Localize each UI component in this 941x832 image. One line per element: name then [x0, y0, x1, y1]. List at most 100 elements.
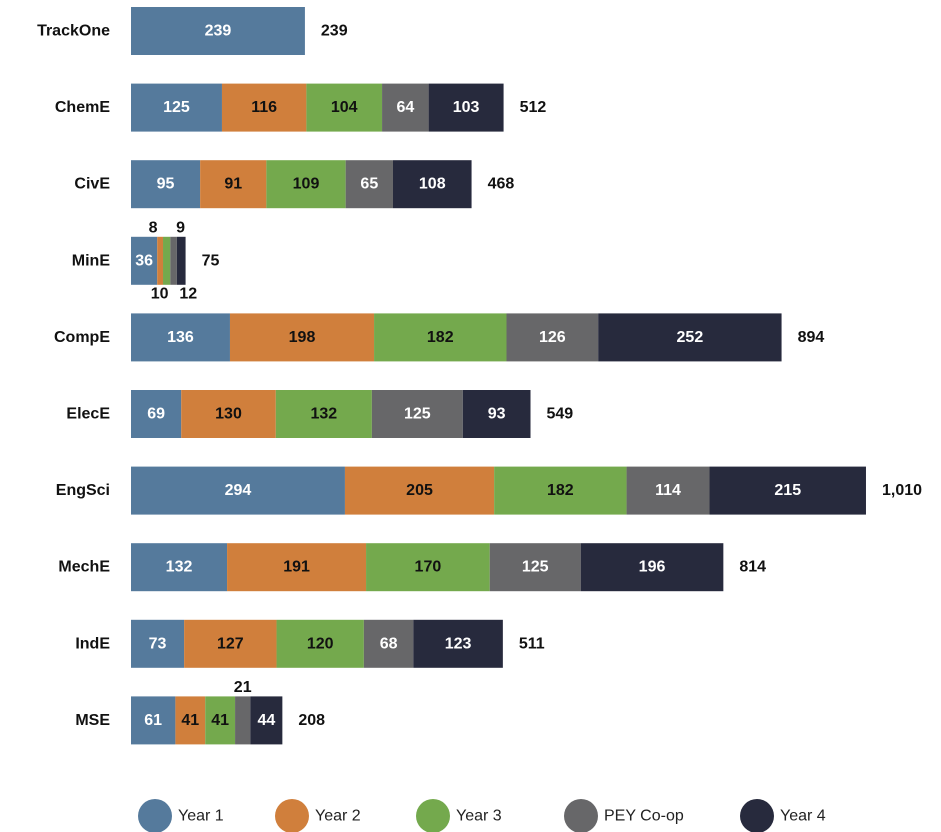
segment-value-label: 191 — [283, 559, 310, 576]
segment-value-label: 12 — [179, 285, 197, 302]
bar-segment — [392, 160, 472, 209]
segment-value-label: 95 — [157, 176, 175, 193]
segment-value-label: 41 — [211, 712, 229, 729]
segment-value-label: 125 — [404, 406, 431, 423]
category-label: CivE — [74, 176, 110, 193]
category-label: ElecE — [66, 406, 110, 423]
bar-segment — [176, 236, 186, 285]
segment-value-label: 196 — [639, 559, 666, 576]
segment-value-label: 125 — [163, 99, 190, 116]
total-value-label: 208 — [298, 712, 325, 729]
legend-swatch — [740, 799, 774, 832]
category-label: EngSci — [56, 482, 110, 499]
legend-item: Year 4 — [740, 799, 826, 832]
bar-segment — [709, 466, 866, 515]
bar-segment — [275, 390, 372, 438]
segment-value-label: 239 — [205, 23, 232, 40]
bar-segment — [181, 390, 276, 438]
bar-segment — [580, 543, 724, 592]
legend-label: Year 1 — [178, 808, 224, 825]
segment-value-label: 126 — [539, 329, 566, 346]
bar-segment — [345, 160, 393, 209]
segment-value-label: 132 — [310, 406, 337, 423]
bar-segment — [131, 466, 345, 515]
total-value-label: 468 — [488, 176, 515, 193]
bar-segment — [462, 390, 531, 438]
bar-segment — [184, 619, 277, 668]
segment-value-label: 44 — [257, 712, 275, 729]
bar-segment — [175, 696, 206, 745]
segment-value-label: 69 — [147, 406, 165, 423]
bar-segment — [344, 466, 495, 515]
bar-segment — [250, 696, 283, 745]
bar-segment — [413, 619, 503, 668]
bar-segment — [131, 390, 182, 438]
bar-segment — [489, 543, 581, 592]
segment-value-label: 182 — [547, 482, 574, 499]
legend-swatch — [564, 799, 598, 832]
segment-value-label: 132 — [166, 559, 193, 576]
bar-segment — [235, 696, 251, 745]
bar-segment — [229, 313, 375, 362]
segment-value-label: 170 — [415, 559, 442, 576]
segment-value-label: 104 — [331, 99, 358, 116]
bar-segment — [131, 313, 230, 362]
bar-segment — [131, 160, 201, 209]
segment-value-label: 21 — [234, 679, 252, 696]
labels-layer: TrackOne 239 239 ChemE 125 116 104 64 103 512 CivE… — [37, 23, 922, 729]
category-label: MSE — [75, 712, 110, 729]
legend-label: Year 4 — [780, 808, 826, 825]
bar-segment — [131, 236, 158, 285]
bar-segment — [506, 313, 599, 362]
bar-segment — [374, 313, 507, 362]
bar-segment — [131, 83, 222, 132]
segment-value-label: 41 — [181, 712, 199, 729]
legend-swatch — [275, 799, 309, 832]
bar-segment — [266, 160, 346, 209]
legend-item: Year 3 — [416, 799, 502, 832]
segment-value-label: 198 — [289, 329, 316, 346]
bar-segment — [363, 619, 414, 668]
total-value-label: 549 — [547, 406, 574, 423]
bar-segment — [598, 313, 782, 362]
bar-segment — [494, 466, 627, 515]
legend-swatch — [416, 799, 450, 832]
segment-value-label: 9 — [176, 219, 185, 236]
segment-value-label: 36 — [135, 252, 153, 269]
bar-segment — [157, 236, 164, 285]
bar-segment — [131, 543, 228, 592]
segment-value-label: 294 — [225, 482, 252, 499]
legend-item: Year 2 — [275, 799, 361, 832]
segment-value-label: 61 — [144, 712, 162, 729]
segment-value-label: 109 — [293, 176, 320, 193]
bar-segment — [163, 236, 171, 285]
category-label: IndE — [75, 635, 110, 652]
category-label: MinE — [72, 252, 111, 269]
total-value-label: 814 — [739, 559, 766, 576]
total-value-label: 512 — [520, 99, 547, 116]
segment-value-label: 127 — [217, 635, 244, 652]
segment-value-label: 182 — [427, 329, 454, 346]
bar-segment — [626, 466, 710, 515]
segment-value-label: 91 — [224, 176, 242, 193]
category-label: CompE — [54, 329, 110, 346]
legend-item: PEY Co-op — [564, 799, 684, 832]
segment-value-label: 130 — [215, 406, 242, 423]
bar-segment — [428, 83, 504, 132]
bar-segment — [131, 696, 176, 745]
bar-segment — [170, 236, 177, 285]
category-label: ChemE — [55, 99, 110, 116]
segment-value-label: 64 — [396, 99, 414, 116]
bar-segment — [200, 160, 267, 209]
segment-value-label: 68 — [380, 635, 398, 652]
segment-value-label: 136 — [167, 329, 194, 346]
segment-value-label: 10 — [151, 285, 169, 302]
segment-value-label: 252 — [677, 329, 704, 346]
segment-value-label: 93 — [488, 406, 506, 423]
legend: Year 1 Year 2 Year 3 PEY Co-op Year 4 — [138, 799, 826, 832]
bars-layer — [131, 7, 866, 745]
category-label: TrackOne — [37, 23, 110, 40]
segment-value-label: 123 — [445, 635, 472, 652]
segment-value-label: 103 — [453, 99, 480, 116]
